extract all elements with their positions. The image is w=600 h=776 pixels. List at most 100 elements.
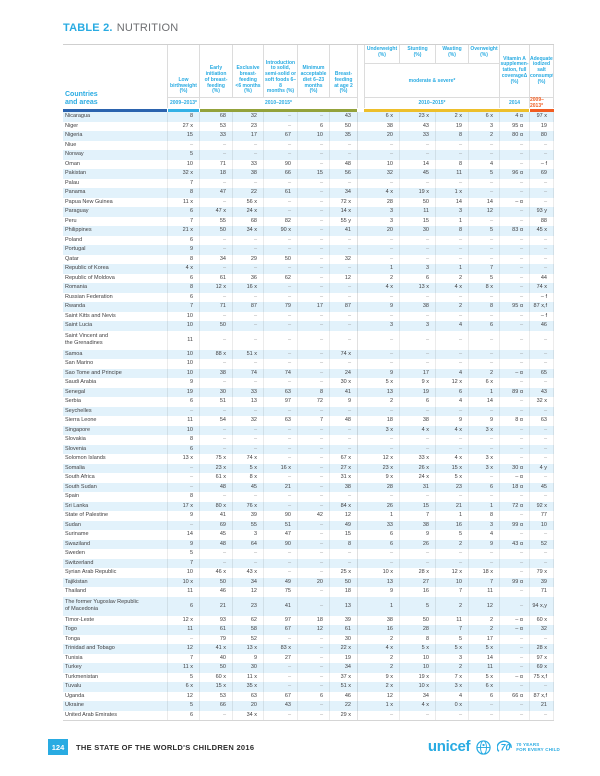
table-row: Peru 7 55 68 82–55 y 3 15 1– –88 (63, 216, 554, 226)
value-cell: – (500, 511, 530, 521)
value-cell: 52 (233, 634, 264, 644)
value-cell: – (436, 292, 469, 302)
value-cell: 41 (330, 387, 358, 397)
value-cell: 1 (436, 264, 469, 274)
value-cell: 9 (233, 653, 264, 663)
value-cell: 9 (168, 245, 200, 255)
country-name: Sri Lanka (63, 501, 168, 511)
anniversary-mark: 70 70 YEARS FOR EVERY CHILD (497, 740, 560, 754)
value-cell: – (400, 444, 436, 454)
table-row: Niue – – – – – – – – – – – – (63, 140, 554, 150)
value-cell: 3 (436, 207, 469, 217)
value-cell: 69 (530, 169, 554, 179)
value-cell: 2 (436, 596, 469, 616)
value-cell: – (400, 245, 436, 255)
country-name: Norway (63, 150, 168, 160)
value-cell: – (264, 682, 298, 692)
value-cell: 56 (330, 169, 358, 179)
country-name: Niue (63, 140, 168, 150)
value-cell: – (530, 425, 554, 435)
value-cell: 6 (400, 273, 436, 283)
value-cell: – (298, 473, 330, 483)
unicef-logo-block: unicef 70 70 YEARS FOR (428, 739, 560, 755)
value-cell: 31 x (330, 473, 358, 483)
value-cell: – (298, 235, 330, 245)
value-cell: – (530, 530, 554, 540)
value-cell: 12 (233, 587, 264, 597)
country-name: Philippines (63, 226, 168, 236)
country-name: Tajikistan (63, 577, 168, 587)
country-name: United Arab Emirates (63, 710, 168, 720)
value-cell: 4 (469, 530, 500, 540)
table-row: Niger 27 x 53 23–6 50 38 43 19 3 95 α 19 (63, 121, 554, 131)
value-cell: 39 (233, 511, 264, 521)
value-cell: – (330, 435, 358, 445)
table-row: Slovakia 8– – – – – – – – – – – (63, 435, 554, 445)
value-cell: – (530, 710, 554, 720)
value-cell: 4 x (364, 644, 400, 654)
value-cell: – (264, 454, 298, 464)
value-cell: – (200, 292, 233, 302)
value-cell: – (469, 254, 500, 264)
value-cell: – (364, 292, 400, 302)
value-cell: – (500, 492, 530, 502)
value-cell: – (530, 378, 554, 388)
value-cell: 7 (168, 653, 200, 663)
value-cell: 38 (200, 368, 233, 378)
value-cell: 39 (530, 577, 554, 587)
value-cell: – (298, 226, 330, 236)
value-cell: 4 x (436, 425, 469, 435)
value-cell: – (500, 454, 530, 464)
value-cell: 99 α (500, 520, 530, 530)
value-cell: 33 (400, 131, 436, 141)
table-row: Tajikistan 10 x 50 34 49 20 50 13 27 10 7 99 α 39 (63, 577, 554, 587)
value-cell: 17 (298, 302, 330, 312)
value-cell: 43 α (500, 539, 530, 549)
value-cell: – (530, 406, 554, 416)
value-cell: 13 x (233, 644, 264, 654)
value-cell: 74 x (530, 283, 554, 293)
value-cell: 2 (364, 273, 400, 283)
country-name: Palau (63, 178, 168, 188)
value-cell: 22 x (330, 644, 358, 654)
country-name: South Sudan (63, 482, 168, 492)
value-cell: – (530, 558, 554, 568)
value-cell: 46 (530, 321, 554, 331)
value-cell: 37 x (330, 672, 358, 682)
value-cell: – (436, 245, 469, 255)
page-footer: 124 THE STATE OF THE WORLD'S CHILDREN 20… (48, 739, 560, 759)
value-cell: – (330, 178, 358, 188)
value-cell: 83 x (264, 644, 298, 654)
value-cell: 5 x (436, 473, 469, 483)
column-header-stunting: Stunting (%) (400, 45, 436, 63)
value-cell: 74 (264, 368, 298, 378)
value-cell: 5 x (364, 378, 400, 388)
value-cell: 48 (200, 539, 233, 549)
value-cell: 3 x (469, 463, 500, 473)
value-cell: 15 x (436, 463, 469, 473)
value-cell: – (469, 188, 500, 198)
table-row: Pakistan 32 x 18 38 66 15 56 32 45 11 5 96 α 69 (63, 169, 554, 179)
table-row: Syrian Arab Republic 10 46 x 43 x – –25 x 10 x… (63, 568, 554, 578)
value-cell: 9 (469, 416, 500, 426)
value-cell: 74 x (330, 349, 358, 359)
table-row: Senegal 19 30 33 63 8 41 13 19 6 1 89 α 43 (63, 387, 554, 397)
value-cell: 6 x (469, 112, 500, 122)
value-cell: 11 (436, 169, 469, 179)
value-cell: 2 (469, 131, 500, 141)
value-cell: 9 (330, 397, 358, 407)
value-cell: – (469, 235, 500, 245)
value-cell: 34 x (233, 226, 264, 236)
value-cell: 20 (233, 701, 264, 711)
value-cell: – (264, 378, 298, 388)
value-cell: 8 (469, 511, 500, 521)
value-cell: – (530, 682, 554, 692)
value-cell: 13 x (168, 454, 200, 464)
value-cell: – (500, 701, 530, 711)
country-name: Sao Tome and Principe (63, 368, 168, 378)
table-row: Papua New Guinea 11 x –56 x – –72 x 28 50 14 14–… (63, 197, 554, 207)
value-cell: 5 (400, 596, 436, 616)
value-cell: – (330, 245, 358, 255)
value-cell: – (436, 435, 469, 445)
country-name: Tuvalu (63, 682, 168, 692)
